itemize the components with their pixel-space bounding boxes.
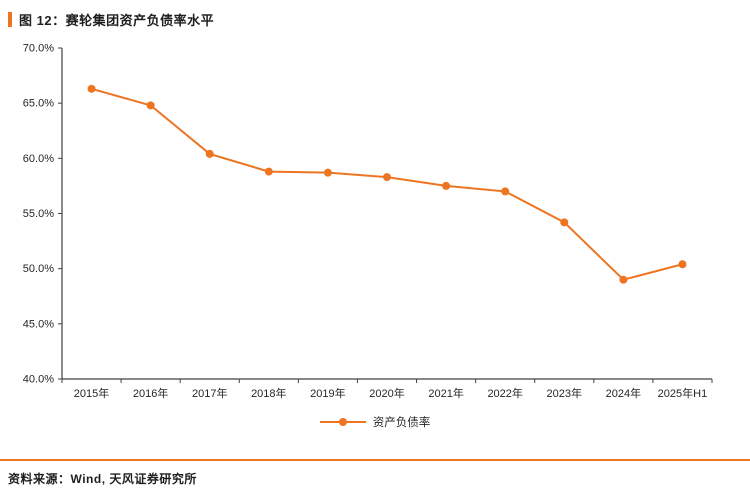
svg-text:45.0%: 45.0% [23, 318, 54, 330]
svg-text:40.0%: 40.0% [23, 374, 54, 386]
svg-text:2017年: 2017年 [192, 386, 227, 400]
svg-text:2016年: 2016年 [133, 386, 168, 400]
chart-area: 70.0% 65.0% 60.0% 55.0% 50.0% 45.0% 40.0% 2015年… [0, 34, 750, 406]
line-chart: 70.0% 65.0% 60.0% 55.0% 50.0% 45.0% 40.0% 2015年… [23, 43, 713, 400]
svg-text:2022年: 2022年 [487, 386, 522, 400]
svg-text:70.0%: 70.0% [23, 43, 54, 55]
svg-text:2018年: 2018年 [251, 386, 286, 400]
svg-text:2015年: 2015年 [74, 386, 109, 400]
legend: 资产负债率 [0, 406, 750, 438]
chart-header: 图 12：赛轮集团资产负债率水平 [0, 0, 750, 34]
svg-text:2019年: 2019年 [310, 386, 345, 400]
svg-text:55.0%: 55.0% [23, 208, 54, 220]
svg-text:2023年: 2023年 [547, 386, 582, 400]
svg-text:50.0%: 50.0% [23, 263, 54, 275]
svg-text:2021年: 2021年 [428, 386, 463, 400]
source-note: 资料来源：Wind, 天风证券研究所 [8, 472, 197, 486]
svg-text:65.0%: 65.0% [23, 98, 54, 110]
legend-label: 资产负债率 [372, 417, 431, 429]
svg-text:2024年: 2024年 [606, 386, 641, 400]
footer: 资料来源：Wind, 天风证券研究所 [0, 459, 750, 498]
svg-text:2020年: 2020年 [369, 386, 404, 400]
svg-text:60.0%: 60.0% [23, 153, 54, 165]
legend-marker-icon [319, 418, 366, 426]
svg-text:2025年H1: 2025年H1 [658, 386, 708, 400]
figure-title: 图 12：赛轮集团资产负债率水平 [19, 13, 215, 28]
title-accent-bar [8, 12, 12, 27]
